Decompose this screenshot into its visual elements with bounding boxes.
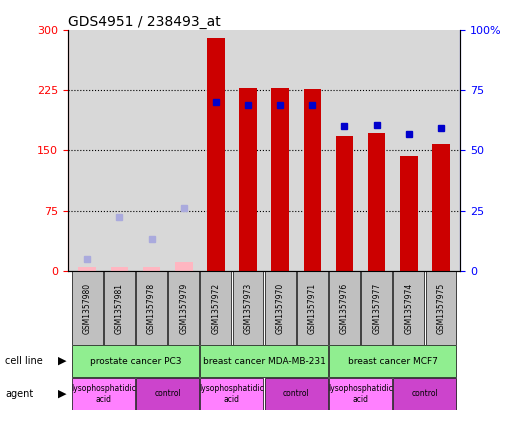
Bar [239, 88, 257, 271]
Bar [297, 271, 328, 345]
Text: GSM1357981: GSM1357981 [115, 283, 124, 333]
Bar [271, 88, 289, 271]
Text: agent: agent [5, 389, 33, 399]
Bar [168, 271, 199, 345]
Text: control: control [283, 390, 310, 398]
Text: breast cancer MDA-MB-231: breast cancer MDA-MB-231 [203, 357, 325, 365]
Text: ▶: ▶ [58, 356, 66, 366]
Bar [336, 136, 354, 271]
Text: GSM1357970: GSM1357970 [276, 283, 285, 334]
Text: GSM1357978: GSM1357978 [147, 283, 156, 334]
Bar [78, 267, 96, 271]
Text: GSM1357972: GSM1357972 [211, 283, 220, 334]
Text: GDS4951 / 238493_at: GDS4951 / 238493_at [68, 14, 221, 29]
Bar [361, 271, 392, 345]
Bar [72, 378, 135, 409]
Bar [110, 267, 128, 271]
Text: control: control [154, 390, 181, 398]
Text: prostate cancer PC3: prostate cancer PC3 [90, 357, 181, 365]
Bar [200, 271, 231, 345]
Bar [265, 271, 295, 345]
Bar [393, 378, 457, 409]
Bar [207, 38, 225, 271]
Bar [329, 345, 457, 377]
Bar [265, 378, 328, 409]
Bar [426, 271, 457, 345]
Bar [303, 89, 321, 271]
Bar [200, 378, 264, 409]
Bar [72, 271, 103, 345]
Bar [104, 271, 135, 345]
Text: GSM1357974: GSM1357974 [404, 283, 413, 334]
Bar [233, 271, 264, 345]
Bar [200, 345, 328, 377]
Text: GSM1357979: GSM1357979 [179, 283, 188, 334]
Bar [72, 345, 199, 377]
Bar [432, 144, 450, 271]
Bar [329, 378, 392, 409]
Text: lysophosphatidic
acid: lysophosphatidic acid [200, 384, 265, 404]
Text: GSM1357971: GSM1357971 [308, 283, 317, 334]
Bar [136, 378, 199, 409]
Bar [143, 267, 161, 271]
Text: cell line: cell line [5, 356, 43, 366]
Bar [329, 271, 360, 345]
Text: ▶: ▶ [58, 389, 66, 399]
Text: GSM1357973: GSM1357973 [244, 283, 253, 334]
Bar [393, 271, 424, 345]
Bar [175, 262, 192, 271]
Text: control: control [412, 390, 438, 398]
Bar [368, 133, 385, 271]
Text: ■: ■ [73, 422, 83, 423]
Text: GSM1357975: GSM1357975 [437, 283, 446, 334]
Text: lysophosphatidic
acid: lysophosphatidic acid [328, 384, 393, 404]
Text: GSM1357977: GSM1357977 [372, 283, 381, 334]
Text: GSM1357976: GSM1357976 [340, 283, 349, 334]
Text: breast cancer MCF7: breast cancer MCF7 [348, 357, 438, 365]
Bar [400, 156, 418, 271]
Text: GSM1357980: GSM1357980 [83, 283, 92, 334]
Bar [136, 271, 167, 345]
Text: lysophosphatidic
acid: lysophosphatidic acid [71, 384, 136, 404]
